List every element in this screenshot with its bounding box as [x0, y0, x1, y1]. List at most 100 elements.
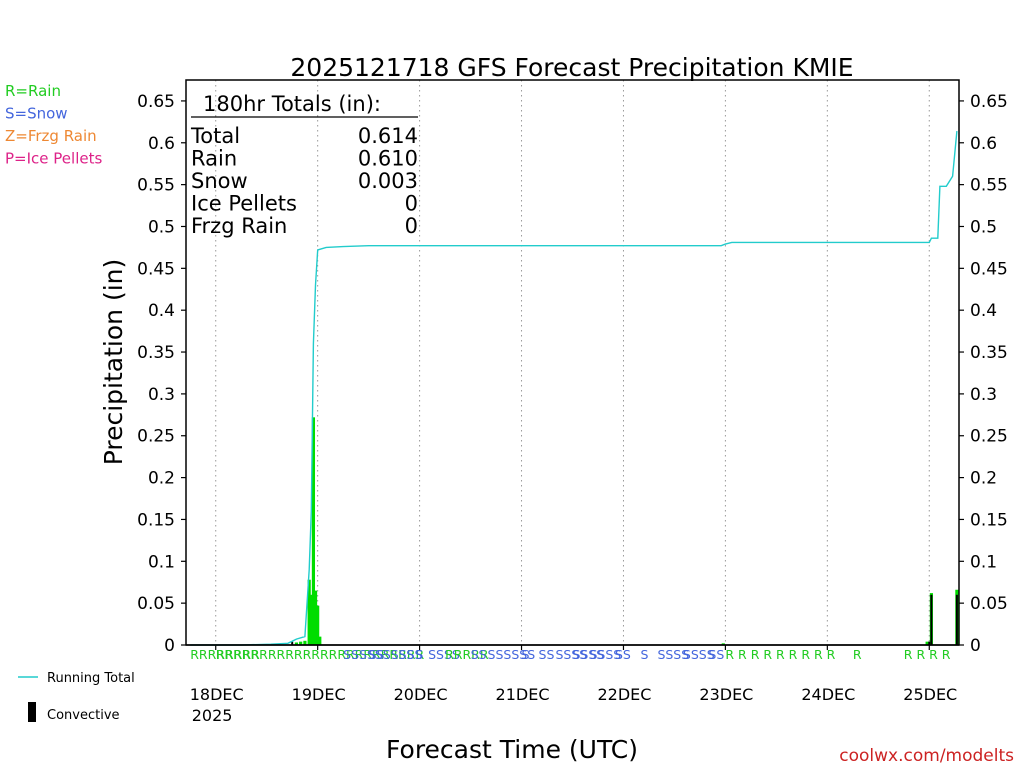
y-tick-label-right: 0.1: [970, 552, 997, 572]
convective-bars: [291, 594, 958, 645]
totals-label: Rain: [191, 147, 237, 171]
totals-value: 0: [405, 214, 418, 238]
type-legend-item: S=Snow: [5, 105, 68, 123]
precip-type-labels: RRRRRRRRRRRRRRRRRRRRRRRRRRRRRRRRSSSSSSSS…: [190, 647, 951, 662]
precip-bar: [299, 641, 303, 645]
type-label: R R R R R R R R R: [725, 647, 835, 662]
y-tick-label-right: 0.6: [970, 134, 997, 154]
y-tick-label-left: 0: [164, 636, 175, 656]
type-label: S: [415, 647, 423, 662]
precip-bar: [313, 590, 318, 645]
totals-label: Total: [190, 124, 240, 148]
totals-value: 0.610: [358, 147, 418, 171]
series-legend: Running Total Convective: [18, 671, 135, 723]
type-legend-item: Z=Frzg Rain: [5, 127, 97, 145]
y-tick-label-left: 0.15: [137, 510, 175, 530]
y-tick-label-left: 0.65: [137, 92, 175, 112]
type-label: RRRRR: [445, 647, 489, 662]
x-tick-label: 20DEC: [394, 685, 448, 704]
x-tick-label: 24DEC: [801, 685, 855, 704]
y-tick-label-right: 0.05: [970, 594, 1008, 614]
totals-value: 0: [405, 192, 418, 216]
y-tick-label-right: 0.3: [970, 385, 997, 405]
y-tick-label-right: 0.65: [970, 92, 1008, 112]
type-label: SS: [398, 647, 414, 662]
precip-bar: [318, 636, 322, 645]
y-tick-label-right: 0.2: [970, 469, 997, 489]
x-tick-label: 25DEC: [903, 685, 957, 704]
y-axis-label: Precipitation (in): [99, 259, 128, 466]
type-label: SSSS: [657, 647, 689, 662]
convective-bar: [928, 641, 931, 645]
totals-value: 0.003: [358, 169, 418, 193]
y-tick-label-right: 0.35: [970, 343, 1008, 363]
totals-label: Frzg Rain: [191, 214, 287, 238]
x-tick-label: 19DEC: [292, 685, 346, 704]
type-label: RRRRRRRRRRRRRRRRRRRRRRRR: [216, 647, 425, 662]
type-legend-item: P=Ice Pellets: [5, 150, 102, 168]
y-tick-label-left: 0.45: [137, 259, 175, 279]
x-tick-label: 22DEC: [597, 685, 651, 704]
y-tick-label-right: 0.25: [970, 427, 1008, 447]
type-label: SSSSSSSSSS: [343, 647, 422, 662]
y-tick-label-left: 0.25: [137, 427, 175, 447]
precip-bar: [311, 417, 316, 645]
y-tick-label-left: 0.55: [137, 176, 175, 196]
type-label: S: [640, 647, 648, 662]
precip-bars: [294, 417, 959, 645]
y-tick-label-right: 0.55: [970, 176, 1008, 196]
type-label: SS: [539, 647, 555, 662]
convective-bar: [930, 594, 933, 645]
plot-frame: [185, 79, 960, 646]
x-axis-label: Forecast Time (UTC): [386, 735, 638, 764]
grid-lines: [215, 80, 930, 645]
precip-bar: [309, 594, 313, 645]
x-tick-label: 21DEC: [496, 685, 550, 704]
type-label: SSSS: [428, 647, 460, 662]
chart-title: 2025121718 GFS Forecast Precipitation KM…: [290, 53, 853, 82]
y-tick-label-right: 0.45: [970, 259, 1008, 279]
legend-running-total-label: Running Total: [47, 671, 135, 686]
credit-text: coolwx.com/modelts: [839, 746, 1014, 766]
y-tick-label-left: 0.5: [148, 217, 175, 237]
y-tick-label-left: 0.6: [148, 134, 175, 154]
precip-bar: [316, 605, 320, 645]
precip-bar: [303, 640, 307, 645]
y-tick-label-right: 0.5: [970, 217, 997, 237]
convective-bar: [955, 594, 958, 645]
type-label: R: [853, 647, 862, 662]
y-tick-label-right: 0.4: [970, 301, 997, 321]
type-label: SSSS: [589, 647, 621, 662]
x-tick-label: 23DEC: [699, 685, 753, 704]
type-label: R R R R: [904, 647, 951, 662]
type-label: SSSSSS: [488, 647, 536, 662]
x-tick-sublabel: 2025: [192, 706, 233, 725]
precip-bar: [721, 643, 725, 645]
x-tick-label: 18DEC: [190, 685, 244, 704]
totals-heading: 180hr Totals (in):: [203, 92, 381, 116]
totals-value: 0.614: [358, 124, 418, 148]
type-label: SS: [471, 647, 487, 662]
type-label: SS: [369, 647, 385, 662]
y-tick-label-left: 0.05: [137, 594, 175, 614]
precip-type-legend: R=Rain S=Snow Z=Frzg Rain P=Ice Pellets: [5, 82, 102, 168]
running-total-line: [190, 131, 958, 646]
type-label: RRRRRRRR: [190, 647, 260, 662]
type-label: SS: [615, 647, 631, 662]
convective-bar: [291, 641, 294, 645]
y-tick-label-left: 0.35: [137, 343, 175, 363]
type-label: S: [522, 647, 530, 662]
type-label: SSSS: [573, 647, 605, 662]
y-tick-label-left: 0.4: [148, 301, 175, 321]
precip-bar: [925, 641, 929, 645]
y-tick-label-left: 0.1: [148, 552, 175, 572]
type-label: SSSS: [683, 647, 715, 662]
y-tick-label-right: 0.15: [970, 510, 1008, 530]
axis-ticks: 18DEC 2025 19DEC 20DEC 21DEC 22DEC 23DEC 24DEC 2…: [137, 92, 1008, 725]
y-tick-label-right: 0: [970, 636, 981, 656]
totals-label: Snow: [191, 169, 248, 193]
type-label: SS: [708, 647, 724, 662]
legend-convective-label: Convective: [47, 708, 120, 723]
legend-convective-swatch: [28, 702, 36, 722]
